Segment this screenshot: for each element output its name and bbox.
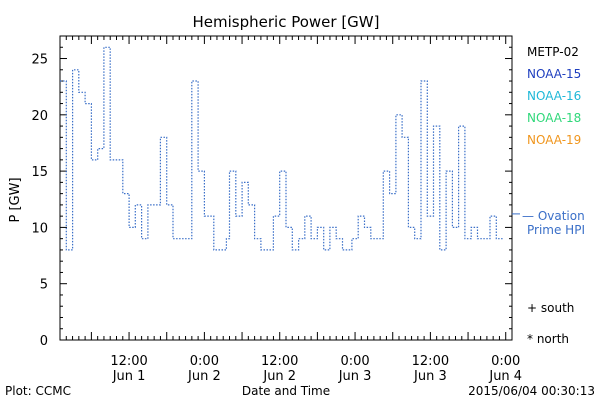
y-tick-label: 5: [40, 278, 48, 293]
y-tick-label: 0: [40, 334, 48, 349]
x-axis-label: Date and Time: [242, 384, 330, 398]
legend-entry: NOAA-18: [527, 111, 581, 125]
y-tick-label: 25: [31, 53, 48, 68]
x-tick-label-date: Jun 4: [488, 369, 522, 384]
x-tick-label-date: Jun 3: [338, 369, 372, 384]
footer-timestamp: 2015/06/04 00:30:13: [468, 384, 595, 398]
north-marker-label: * north: [527, 332, 569, 346]
y-axis-label: P [GW]: [8, 177, 23, 222]
x-tick-label-time: 12:00: [261, 354, 298, 369]
series-line-0: [60, 46, 503, 251]
y-tick-label: 15: [31, 165, 48, 180]
x-tick-label-time: 12:00: [412, 354, 449, 369]
south-marker-label: + south: [527, 301, 574, 315]
x-tick-label-date: Jun 1: [112, 369, 146, 384]
x-tick-label-time: 12:00: [110, 354, 147, 369]
legend-entry: NOAA-16: [527, 89, 581, 103]
y-tick-label: 20: [31, 109, 48, 124]
chart-title: Hemispheric Power [GW]: [193, 13, 380, 31]
ovation-label-2: Prime HPI: [527, 223, 585, 237]
x-tick-label-date: Jun 2: [262, 369, 296, 384]
x-tick-label-time: 0:00: [491, 354, 520, 369]
legend-entry: NOAA-15: [527, 67, 581, 81]
x-tick-label-time: 0:00: [340, 354, 369, 369]
ovation-label: — Ovation: [522, 209, 585, 223]
footer-credit: Plot: CCMC: [5, 384, 71, 398]
x-tick-label-time: 0:00: [190, 354, 219, 369]
y-tick-label: 10: [31, 221, 48, 236]
x-tick-label-date: Jun 3: [413, 369, 447, 384]
series-layer: [60, 46, 503, 251]
legend: METP-02 NOAA-15 NOAA-16 NOAA-18 NOAA-19 — Ova…: [512, 45, 585, 346]
legend-entry: METP-02: [527, 45, 579, 59]
x-tick-label-date: Jun 2: [187, 369, 221, 384]
legend-entry: NOAA-19: [527, 133, 581, 147]
